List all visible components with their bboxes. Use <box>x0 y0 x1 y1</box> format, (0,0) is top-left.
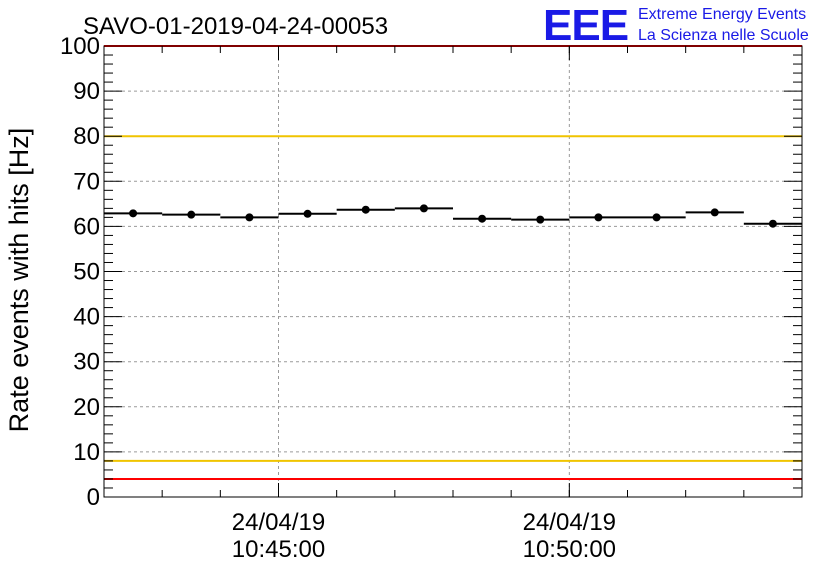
axis-ticks <box>103 45 803 498</box>
data-point <box>245 213 254 222</box>
y-tick-label: 80 <box>73 123 100 150</box>
data-point <box>419 204 428 213</box>
data-point <box>652 213 661 222</box>
eee-logo: EEE Extreme Energy Events La Scienza nel… <box>543 1 809 50</box>
data-series <box>104 204 802 228</box>
logo-mark: EEE <box>543 1 628 50</box>
y-tick-label: 30 <box>73 349 100 376</box>
y-tick-label: 50 <box>73 259 100 286</box>
x-tick-date: 24/04/19 <box>523 509 616 536</box>
x-tick-time: 10:50:00 <box>523 536 616 563</box>
logo-line-1: Extreme Energy Events <box>638 6 806 23</box>
data-point <box>303 209 312 218</box>
y-tick-label: 0 <box>87 484 100 511</box>
y-tick-label: 60 <box>73 213 100 240</box>
data-point <box>594 213 603 222</box>
data-point <box>478 214 487 223</box>
y-tick-labels: 0 10 20 30 40 50 60 70 80 90 100 <box>60 33 100 511</box>
data-point <box>361 205 370 214</box>
data-point <box>187 210 196 219</box>
data-point <box>536 215 545 224</box>
x-tick-date: 24/04/19 <box>232 509 325 536</box>
y-axis-label: Rate events with hits [Hz] <box>4 128 34 433</box>
data-point <box>129 209 138 218</box>
y-tick-label: 70 <box>73 168 100 195</box>
data-point <box>768 219 777 228</box>
y-tick-label: 40 <box>73 304 100 331</box>
y-tick-label: 100 <box>60 33 100 60</box>
chart-title: SAVO-01-2019-04-24-00053 <box>83 13 388 40</box>
x-tick-time: 10:45:00 <box>232 536 325 563</box>
logo-line-2: La Scienza nelle Scuole <box>638 27 809 44</box>
y-tick-label: 20 <box>73 394 100 421</box>
data-point <box>710 208 719 217</box>
y-tick-label: 90 <box>73 78 100 105</box>
y-tick-label: 10 <box>73 439 100 466</box>
